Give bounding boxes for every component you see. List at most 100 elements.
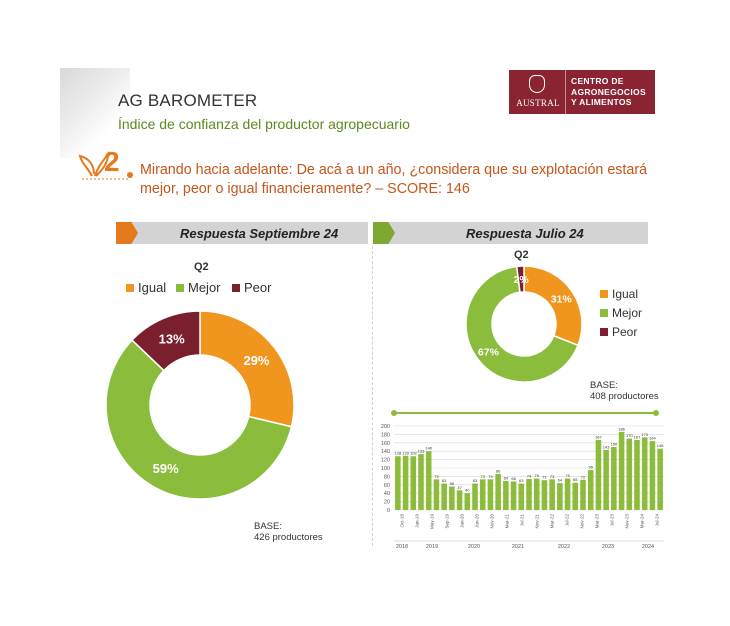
legend-jul-igual: Igual: [600, 287, 638, 301]
y-tick-label: 20: [384, 500, 390, 506]
bar-value-label: 63: [442, 478, 447, 483]
x-month-label: Jul-23: [610, 514, 615, 527]
legend-swatch-peor: [600, 328, 608, 336]
x-year-label: 2021: [512, 544, 524, 550]
bar: [587, 470, 594, 510]
bar: [595, 439, 602, 510]
legend-jul-mejor: Mejor: [600, 306, 642, 320]
donut-sep-title: Q2: [194, 261, 209, 273]
donut-label-peor: 13%: [159, 331, 185, 346]
y-tick-label: 40: [384, 491, 390, 497]
logo-line-1: CENTRO DE: [571, 76, 624, 86]
x-month-label: Mar-23: [595, 514, 600, 529]
y-tick-label: 200: [381, 424, 390, 430]
bar: [464, 493, 471, 510]
bar: [564, 478, 571, 510]
x-month-label: Mar-24: [640, 514, 645, 529]
bar-value-label: 74: [527, 473, 532, 478]
legend-sep-peor: Peor: [232, 280, 271, 295]
y-tick-label: 140: [381, 449, 390, 455]
bar: [456, 490, 463, 510]
x-month-label: Nov-22: [580, 514, 585, 529]
bar: [572, 482, 579, 510]
bar: [395, 456, 401, 510]
x-month-label: Nov-20: [490, 514, 495, 529]
bar-value-label: 164: [649, 436, 656, 441]
bar-value-label: 69: [504, 476, 509, 481]
bar: [402, 455, 409, 510]
donut-slice-igual: [523, 265, 583, 347]
bar-value-label: 40: [465, 488, 470, 493]
bar: [433, 479, 440, 510]
bar: [541, 480, 548, 510]
x-month-label: Mar-22: [550, 514, 555, 529]
bar-value-label: 170: [626, 433, 633, 438]
base-july: BASE: 408 productores: [590, 380, 659, 402]
y-tick-label: 80: [384, 474, 390, 480]
austral-logo: AUSTRAL CENTRO DE AGRONEGOCIOS Y ALIMENT…: [509, 70, 655, 114]
sprout-icon: [78, 150, 128, 180]
x-year-label: 2018: [396, 544, 408, 550]
panel-label-july: Respuesta Julio 24: [466, 226, 584, 241]
base-count: 408 productores: [590, 391, 659, 402]
x-year-label: 2020: [468, 544, 480, 550]
bar-value-label: 75: [565, 473, 570, 478]
x-month-label: May-19: [430, 514, 435, 530]
bar: [503, 481, 509, 510]
bar-value-label: 47: [457, 485, 462, 490]
donut-jul-title: Q2: [514, 249, 529, 261]
donut-slice-igual: [199, 310, 295, 428]
bar: [425, 451, 432, 510]
bar: [634, 439, 640, 510]
logo-university: AUSTRAL: [516, 98, 560, 108]
bar: [487, 479, 494, 510]
bar-value-label: 64: [558, 478, 563, 483]
logo-text: CENTRO DE AGRONEGOCIOS Y ALIMENTOS: [571, 76, 646, 108]
bar: [611, 447, 617, 510]
bar: [418, 454, 424, 510]
logo-crest-area: AUSTRAL: [509, 70, 566, 114]
bar-value-label: 72: [581, 474, 586, 479]
logo-line-3: Y ALIMENTOS: [571, 97, 632, 107]
timeline-start-dot: [391, 410, 397, 416]
bar: [549, 479, 555, 510]
x-month-label: Jul-24: [655, 514, 660, 527]
donut-chart-july: 31% 67% 2%: [465, 265, 583, 383]
bar-value-label: 63: [519, 478, 524, 483]
x-year-label: 2019: [426, 544, 438, 550]
legend-swatch-igual: [126, 283, 134, 292]
base-september: BASE: 426 productores: [254, 521, 323, 543]
bar-value-label: 71: [542, 475, 547, 480]
bar: [657, 448, 663, 510]
arrow-left-icon: [116, 222, 138, 244]
bar-value-label: 56: [450, 481, 455, 486]
panel-header-left: [118, 222, 368, 244]
bar-value-label: 167: [595, 434, 602, 439]
y-tick-label: 100: [381, 466, 390, 472]
bar-value-label: 186: [618, 426, 625, 431]
y-tick-label: 0: [387, 508, 390, 514]
bar: [626, 438, 633, 510]
x-month-label: Nov-23: [625, 514, 630, 529]
question-bullet: [127, 172, 133, 178]
arrow-right-icon: [373, 222, 395, 244]
crest-icon: [529, 75, 545, 93]
y-tick-label: 180: [381, 432, 390, 438]
bar-value-label: 146: [657, 443, 664, 448]
x-month-label: Jan-19: [415, 514, 420, 528]
bar: [479, 479, 486, 510]
bar-value-label: 128: [395, 451, 402, 456]
bar-value-label: 73: [434, 474, 439, 479]
y-tick-label: 120: [381, 458, 390, 464]
bar: [518, 483, 525, 510]
bar: [410, 456, 417, 510]
bar: [510, 481, 517, 510]
bar: [526, 478, 532, 510]
legend-label: Igual: [138, 280, 167, 295]
donut-label-mejor: 67%: [478, 346, 500, 358]
bar-value-label: 73: [480, 474, 485, 479]
x-year-label: 2023: [602, 544, 614, 550]
x-month-label: Jan-20: [460, 514, 465, 528]
donut-label-peor: 2%: [514, 274, 530, 286]
donut-slice-peor: [130, 310, 201, 372]
